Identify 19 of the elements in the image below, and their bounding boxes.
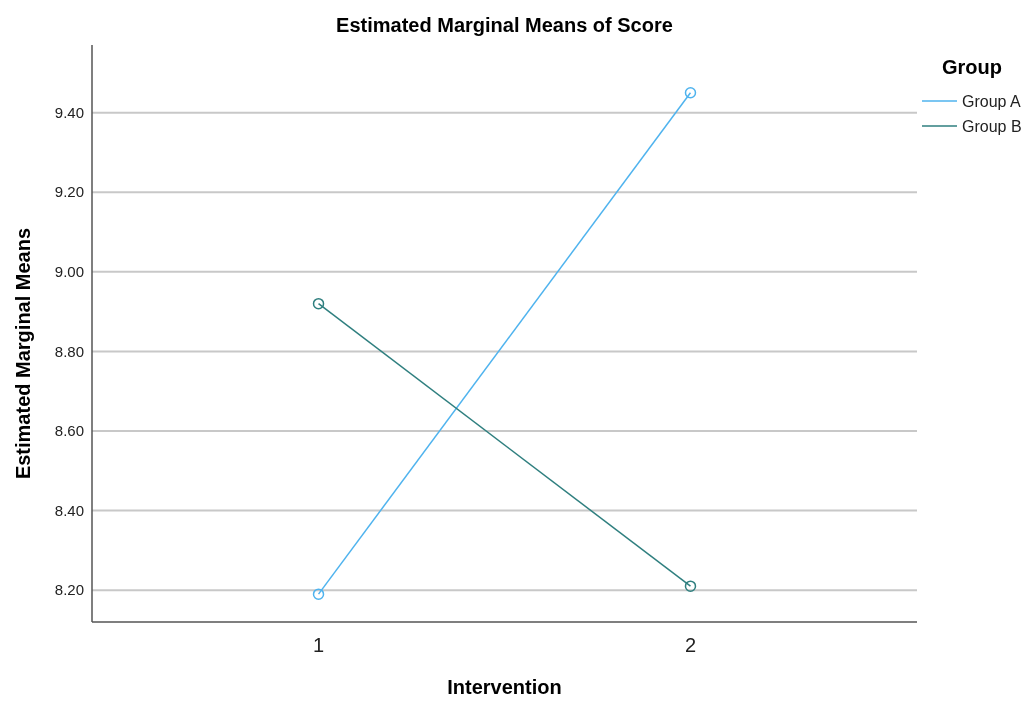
- x-tick-label: 1: [312, 634, 325, 656]
- legend-label: Group B: [962, 117, 1022, 135]
- y-tick-label: 8.40: [54, 501, 84, 519]
- y-tick-label: 9.00: [54, 263, 84, 281]
- y-tick-label: 8.20: [54, 581, 84, 599]
- point: [312, 588, 325, 600]
- legend-title: Group: [942, 56, 1002, 78]
- point: [312, 297, 325, 310]
- x-tick-label: 2: [684, 634, 697, 656]
- y-tick-label: 9.40: [54, 103, 84, 121]
- point: [684, 87, 697, 99]
- x-axis-title: Intervention: [447, 676, 562, 698]
- y-tick-label: 8.80: [54, 342, 84, 360]
- point: [684, 580, 697, 592]
- y-tick-label: 8.60: [54, 422, 84, 440]
- y-tick-label: 9.20: [54, 183, 84, 201]
- y-axis-title: Estimated Marginal Means: [12, 227, 34, 480]
- chart-title: Estimated Marginal Means of Score: [336, 14, 673, 36]
- legend-label: Group A: [962, 92, 1022, 110]
